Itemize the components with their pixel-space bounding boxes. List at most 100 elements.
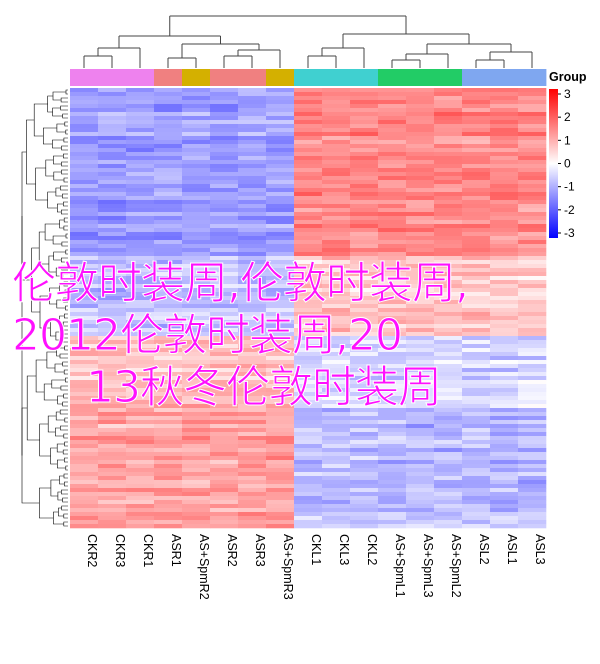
heatmap-cell: [462, 228, 491, 233]
heatmap-cell: [518, 324, 547, 329]
heatmap-cell: [322, 444, 351, 449]
heatmap-cell: [294, 280, 323, 285]
heatmap-cell: [294, 336, 323, 341]
heatmap-cell: [294, 268, 323, 273]
heatmap-cell: [154, 260, 183, 265]
heatmap-cell: [378, 368, 407, 373]
heatmap-cell: [294, 316, 323, 321]
heatmap-cell: [294, 404, 323, 409]
heatmap-cell: [266, 368, 295, 373]
heatmap-cell: [434, 336, 463, 341]
heatmap-cell: [126, 124, 155, 129]
heatmap-cell: [518, 476, 547, 481]
heatmap-cell: [406, 320, 435, 325]
heatmap-cell: [154, 152, 183, 157]
heatmap-cell: [70, 124, 99, 129]
heatmap-cell: [406, 400, 435, 405]
heatmap-cell: [210, 256, 239, 261]
heatmap-cell: [322, 508, 351, 513]
heatmap-cell: [126, 388, 155, 393]
heatmap-cell: [378, 292, 407, 297]
heatmap-cell: [98, 248, 127, 253]
heatmap-cell: [350, 340, 379, 345]
heatmap-cell: [294, 480, 323, 485]
heatmap-cell: [210, 196, 239, 201]
heatmap-cell: [126, 160, 155, 165]
heatmap-cell: [266, 484, 295, 489]
heatmap-cell: [70, 256, 99, 261]
heatmap-cell: [98, 508, 127, 513]
heatmap-cell: [98, 88, 127, 93]
heatmap-cell: [182, 148, 211, 153]
heatmap-cell: [294, 104, 323, 109]
heatmap-cell: [266, 168, 295, 173]
row-dendrogram-branch: [50, 479, 60, 497]
heatmap-cell: [406, 204, 435, 209]
heatmap-cell: [490, 284, 519, 289]
heatmap-cell: [266, 172, 295, 177]
heatmap-cell: [434, 212, 463, 217]
heatmap-cell: [70, 148, 99, 153]
heatmap-cell: [210, 428, 239, 433]
heatmap-cell: [406, 296, 435, 301]
heatmap-cell: [182, 448, 211, 453]
heatmap-cell: [350, 268, 379, 273]
heatmap-cell: [70, 468, 99, 473]
heatmap-cell: [406, 436, 435, 441]
heatmap-cell: [154, 320, 183, 325]
heatmap-cell: [238, 512, 267, 517]
heatmap-cell: [182, 316, 211, 321]
heatmap-cell: [350, 164, 379, 169]
heatmap-cell: [210, 284, 239, 289]
heatmap-cell: [266, 112, 295, 117]
heatmap-cell: [322, 116, 351, 121]
heatmap-cell: [266, 96, 295, 101]
heatmap-cell: [406, 316, 435, 321]
heatmap-cell: [210, 140, 239, 145]
heatmap-cell: [126, 324, 155, 329]
heatmap-cell: [434, 148, 463, 153]
heatmap-cell: [434, 312, 463, 317]
heatmap-cell: [434, 340, 463, 345]
heatmap-cell: [266, 408, 295, 413]
heatmap-cell: [490, 468, 519, 473]
heatmap-cell: [434, 404, 463, 409]
heatmap-cell: [518, 96, 547, 101]
heatmap-cell: [238, 112, 267, 117]
row-dendrogram-branch: [52, 139, 64, 149]
heatmap-cell: [462, 480, 491, 485]
heatmap-cell: [238, 232, 267, 237]
heatmap-cell: [238, 340, 267, 345]
heatmap-cell: [126, 508, 155, 513]
heatmap-cell: [294, 400, 323, 405]
heatmap-cell: [294, 340, 323, 345]
heatmap-cell: [462, 136, 491, 141]
heatmap-cell: [518, 236, 547, 241]
heatmap-cell: [518, 360, 547, 365]
heatmap-cell: [406, 128, 435, 133]
row-dendrogram-branch: [65, 465, 68, 471]
heatmap-cell: [406, 512, 435, 517]
heatmap-cell: [350, 112, 379, 117]
heatmap-cell: [434, 448, 463, 453]
heatmap-cell: [406, 456, 435, 461]
heatmap-cell: [70, 416, 99, 421]
heatmap-cell: [350, 144, 379, 149]
column-label: ASL1: [505, 534, 519, 565]
heatmap-cell: [70, 200, 99, 205]
heatmap-cell: [98, 96, 127, 101]
heatmap-cell: [98, 476, 127, 481]
heatmap-cell: [322, 408, 351, 413]
heatmap-cell: [378, 344, 407, 349]
heatmap-cell: [350, 468, 379, 473]
heatmap-cell: [70, 408, 99, 413]
heatmap-cell: [238, 196, 267, 201]
heatmap-cell: [462, 356, 491, 361]
heatmap-cell: [378, 488, 407, 493]
heatmap-cell: [350, 276, 379, 281]
column-label: CKR3: [113, 534, 127, 567]
heatmap-cell: [98, 472, 127, 477]
heatmap-cell: [322, 256, 351, 261]
heatmap-cell: [322, 272, 351, 277]
